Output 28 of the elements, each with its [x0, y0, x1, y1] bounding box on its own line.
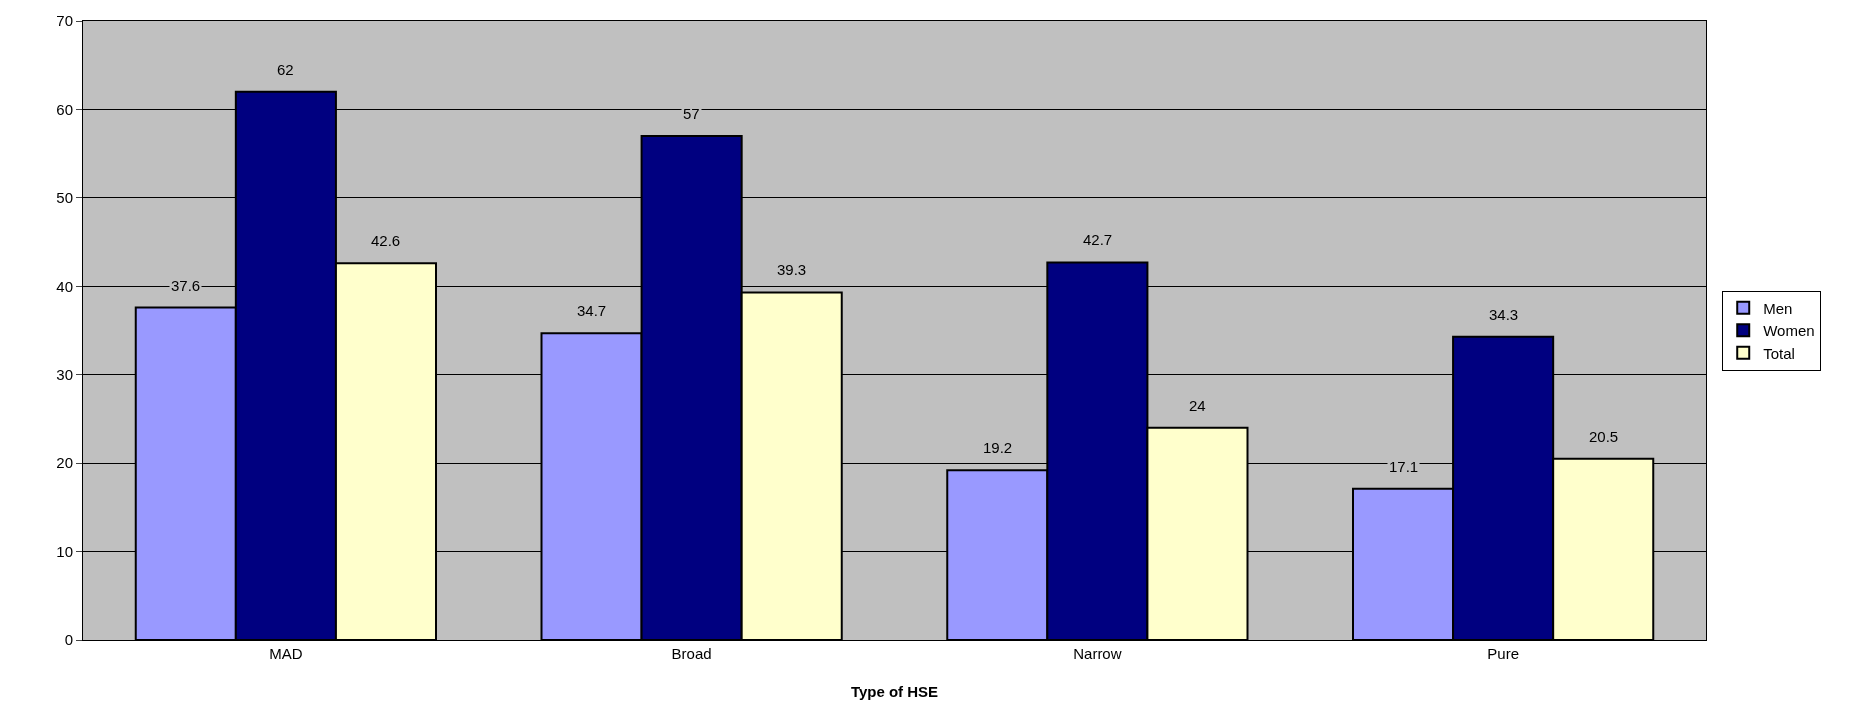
legend-label: Women — [1763, 322, 1815, 340]
data-label: 57 — [683, 105, 700, 122]
y-tick-label: 60 — [56, 100, 73, 118]
legend-label: Total — [1763, 344, 1795, 362]
x-tick-label: Pure — [1487, 645, 1519, 662]
y-tick-label: 0 — [64, 631, 73, 649]
x-axis-title: Type of HSE — [850, 683, 939, 700]
x-tick-label: Narrow — [1073, 645, 1122, 662]
y-tick-label: 20 — [56, 454, 73, 472]
y-tick-label: 70 — [56, 12, 73, 30]
y-tick-label: 30 — [56, 365, 73, 383]
data-label: 39.3 — [777, 261, 807, 278]
data-label: 20.5 — [1589, 428, 1619, 445]
data-label: 62 — [277, 61, 294, 78]
y-tick-label: 40 — [56, 277, 73, 295]
y-tick-label: 50 — [56, 189, 73, 207]
y-tick-label: 10 — [56, 542, 73, 560]
data-label: 34.3 — [1489, 306, 1519, 323]
data-label: 19.2 — [983, 439, 1013, 456]
data-label: 17.1 — [1389, 458, 1419, 475]
data-label: 24 — [1189, 397, 1206, 414]
legend-label: Men — [1763, 299, 1793, 317]
data-label: 34.7 — [577, 302, 607, 319]
x-tick-label: Broad — [671, 645, 712, 662]
data-label: 42.6 — [371, 232, 401, 249]
data-label: 42.7 — [1083, 231, 1113, 248]
x-tick-label: MAD — [269, 645, 303, 662]
data-label: 37.6 — [171, 277, 201, 294]
